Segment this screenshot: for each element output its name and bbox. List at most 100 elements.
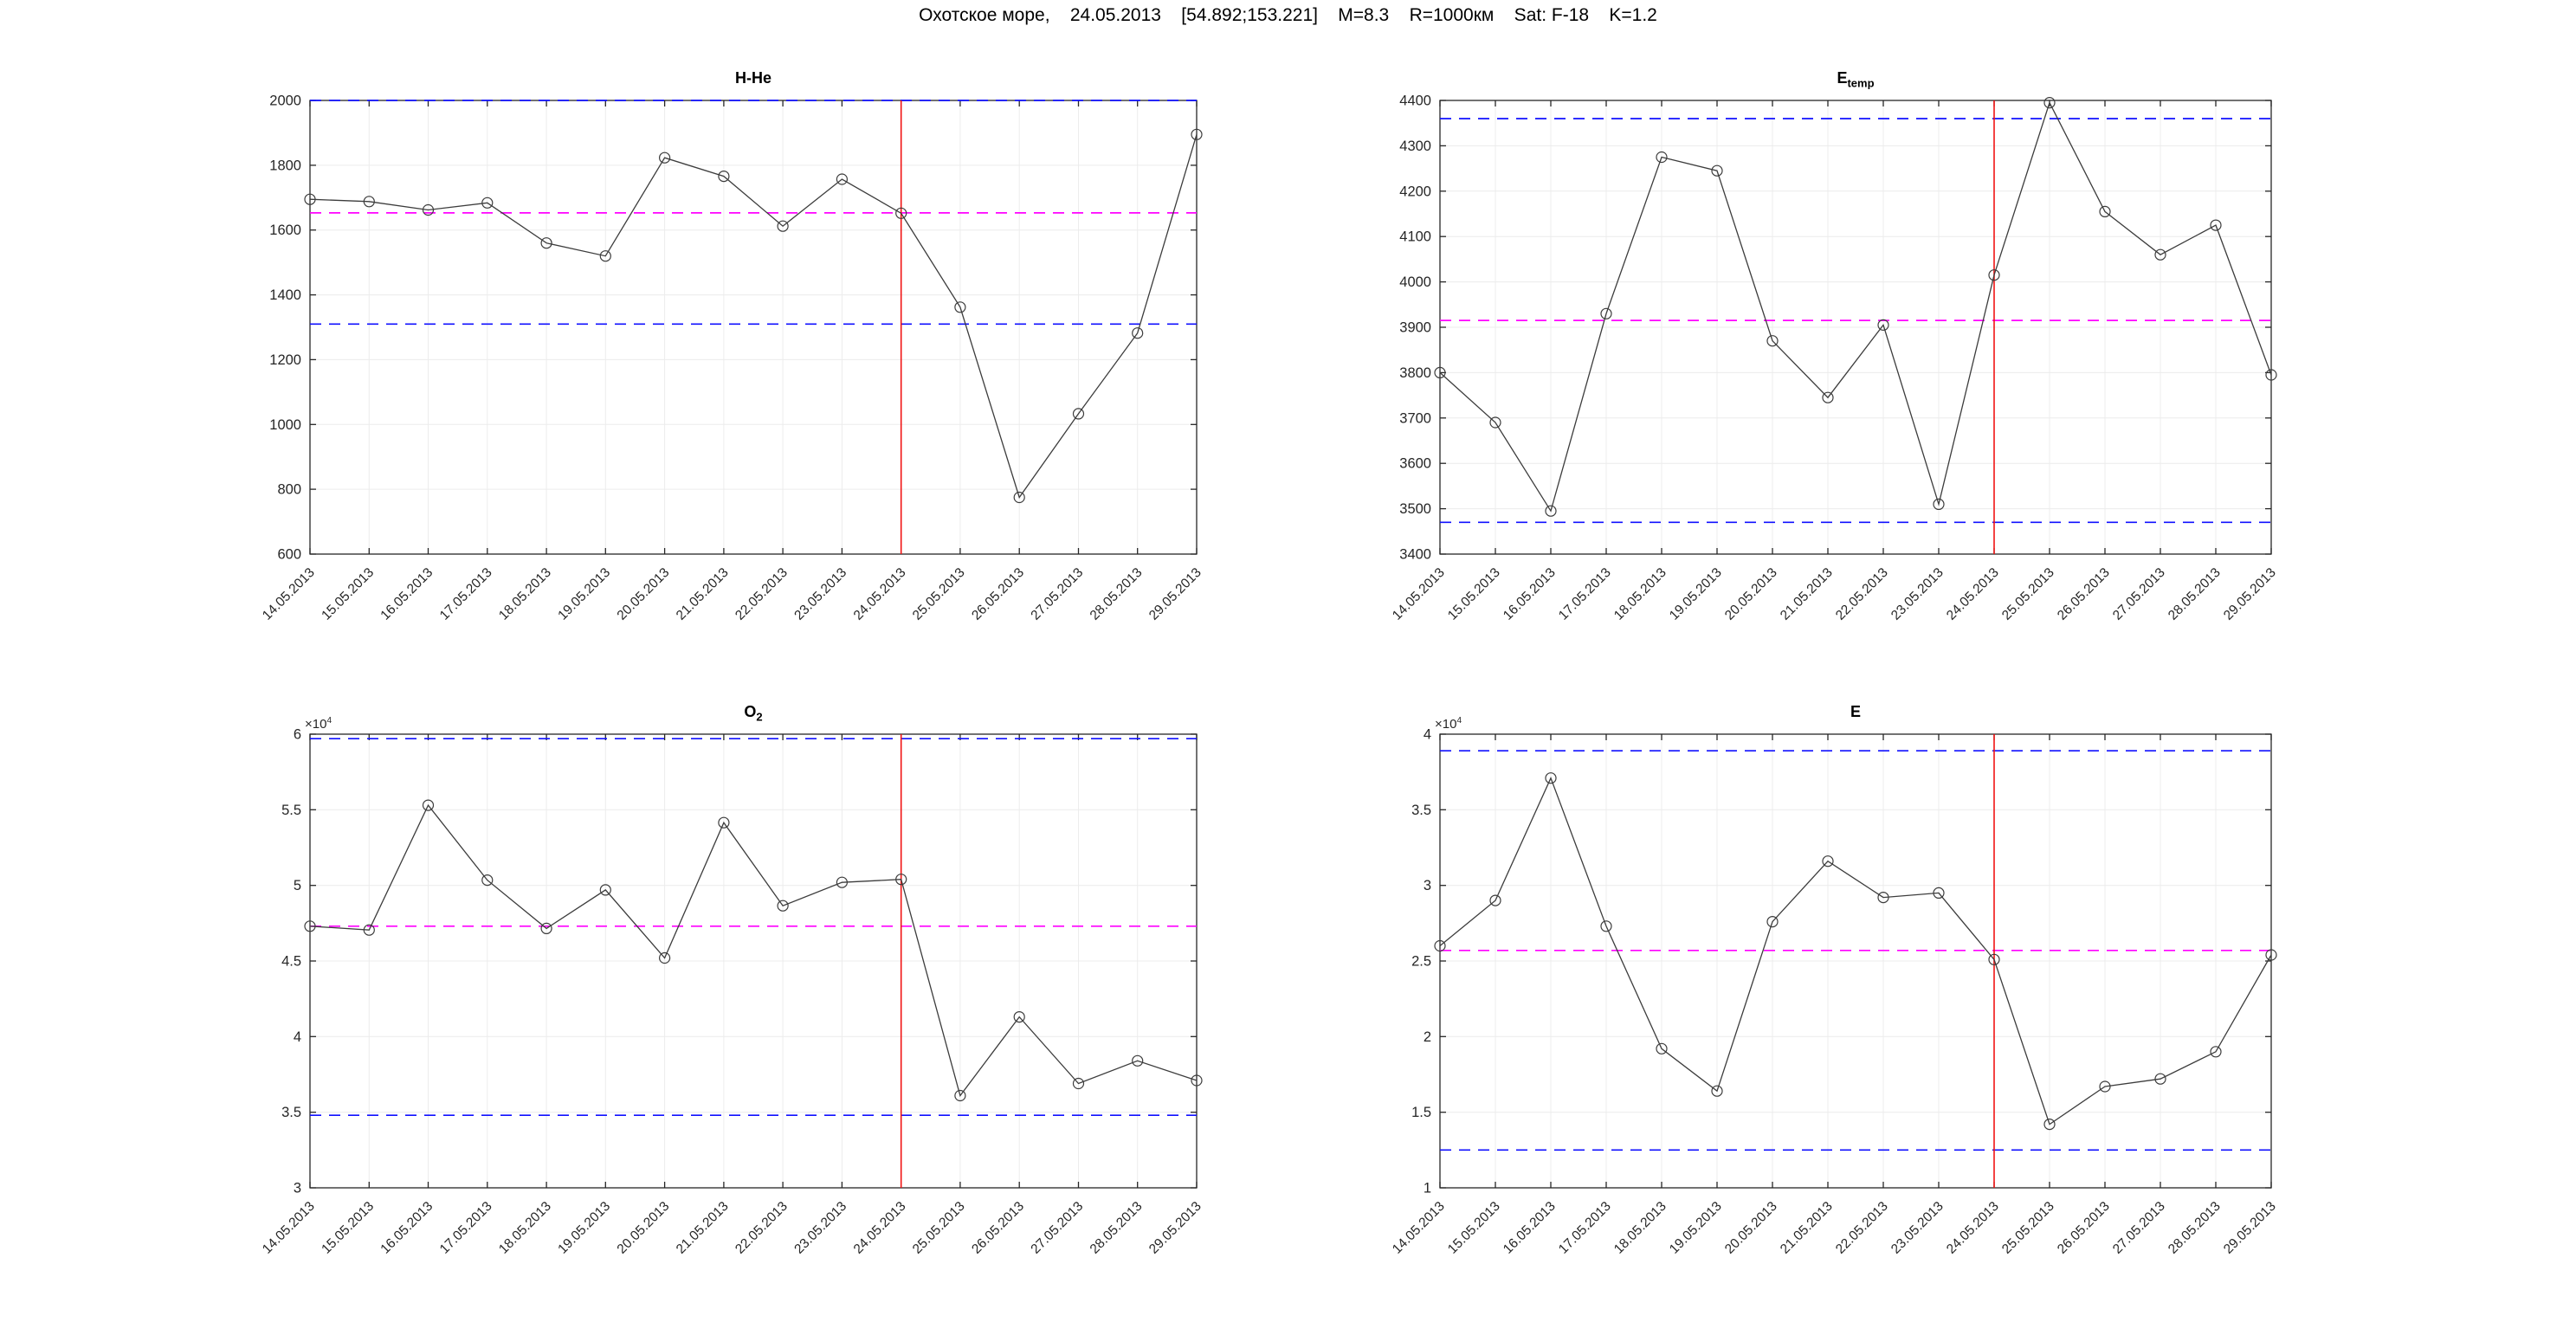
data-point-marker [1489, 416, 1501, 429]
subplot-h-he: H-He 600 800 1000 1200 1400 1600 1800 2000 14.05… [260, 69, 1204, 623]
svg-text:18.05.2013: 18.05.2013 [1611, 1199, 1669, 1257]
series-markers [304, 799, 1203, 1102]
svg-text:1: 1 [1424, 1181, 1431, 1196]
svg-text:24.05.2013: 24.05.2013 [1944, 1199, 2002, 1257]
svg-text:1000: 1000 [269, 417, 301, 433]
svg-text:3500: 3500 [1399, 501, 1431, 517]
chart-title-text: O [744, 703, 757, 721]
data-point-marker [718, 170, 730, 183]
svg-text:16.05.2013: 16.05.2013 [1501, 565, 1559, 623]
plot-area-e: 1 1.5 2 2.5 3 3.5 4 14.05.201315.05.201316.05.2… [1390, 727, 2279, 1257]
data-point-marker [1013, 1011, 1025, 1023]
svg-text:28.05.2013: 28.05.2013 [1088, 1199, 1146, 1257]
data-point-marker [481, 874, 494, 887]
axis-ticks [1439, 100, 2272, 555]
svg-text:21.05.2013: 21.05.2013 [1778, 1199, 1836, 1257]
data-point-marker [2265, 949, 2277, 961]
grid-lines [1439, 100, 2272, 555]
data-point-marker [718, 816, 730, 829]
data-point-marker [777, 220, 789, 232]
svg-text:5: 5 [294, 878, 301, 893]
plot-area-e-temp: 3400 3500 3600 3700 3800 3900 4000 4100 4200 4300… [1390, 94, 2279, 623]
svg-text:14.05.2013: 14.05.2013 [1390, 565, 1448, 623]
data-point-marker [1072, 408, 1085, 420]
plot-area-h-he: 600 800 1000 1200 1400 1600 1800 2000 14.05.2013… [260, 94, 1204, 623]
svg-text:600: 600 [277, 547, 301, 563]
chart-title: E [1440, 703, 2271, 724]
data-point-marker [1822, 855, 1834, 867]
svg-text:4300: 4300 [1399, 139, 1431, 154]
svg-text:1.5: 1.5 [1411, 1105, 1431, 1120]
svg-text:3600: 3600 [1399, 456, 1431, 472]
data-point-marker [1877, 892, 1889, 904]
svg-text:16.05.2013: 16.05.2013 [378, 565, 436, 623]
svg-text:3: 3 [294, 1181, 301, 1196]
x-tick-labels: 14.05.201315.05.201316.05.201317.05.2013… [1390, 1199, 2279, 1257]
svg-text:20.05.2013: 20.05.2013 [1722, 565, 1780, 623]
svg-text:20.05.2013: 20.05.2013 [615, 1199, 673, 1257]
svg-text:26.05.2013: 26.05.2013 [2055, 1199, 2113, 1257]
data-point-marker [1132, 327, 1144, 339]
y-tick-labels: 1 1.5 2 2.5 3 3.5 4 [1411, 727, 1431, 1196]
data-point-marker [1766, 916, 1779, 928]
subplot-o2: O2 ×104 3 3.5 4 4.5 5 5.5 6 14.05.2013 15.05.201… [260, 703, 1204, 1256]
axis-ticks [1439, 733, 2272, 1189]
svg-text:28.05.2013: 28.05.2013 [1088, 565, 1146, 623]
svg-text:18.05.2013: 18.05.2013 [496, 1199, 554, 1257]
svg-text:800: 800 [277, 482, 301, 498]
svg-text:4000: 4000 [1399, 274, 1431, 290]
svg-text:17.05.2013: 17.05.2013 [437, 1199, 495, 1257]
svg-text:4: 4 [294, 1029, 301, 1045]
data-point-marker [2265, 369, 2277, 381]
data-point-marker [1877, 319, 1889, 331]
data-point-marker [1656, 151, 1668, 164]
data-point-marker [2154, 1073, 2166, 1085]
data-point-marker [1933, 887, 1945, 899]
grid-lines [1439, 733, 2272, 1189]
chart-title: H-He [310, 69, 1197, 90]
threshold-lines [1440, 118, 2271, 524]
chart-title: Etemp [1440, 69, 2271, 90]
data-point-marker [599, 884, 611, 896]
x-tick-labels: 14.05.201315.05.201316.05.201317.05.2013… [1390, 565, 2279, 623]
svg-text:16.05.2013: 16.05.2013 [1501, 1199, 1559, 1257]
svg-text:20.05.2013: 20.05.2013 [615, 565, 673, 623]
svg-text:21.05.2013: 21.05.2013 [674, 565, 732, 623]
chart-title-text: H-He [734, 69, 772, 87]
y-axis-exponent-label: ×104 [1435, 716, 1462, 732]
data-point-marker [363, 924, 375, 936]
svg-text:3800: 3800 [1399, 365, 1431, 381]
data-point-marker [540, 922, 552, 934]
threshold-lines [310, 100, 1197, 326]
svg-text:3400: 3400 [1399, 547, 1431, 563]
figure-title: Охотское море, 24.05.2013 [54.892;153.22… [919, 5, 1657, 25]
svg-text:23.05.2013: 23.05.2013 [791, 1199, 849, 1257]
data-point-marker [363, 196, 375, 208]
data-point-marker [1191, 128, 1203, 140]
data-point-marker [1822, 391, 1834, 403]
data-point-marker [1191, 1074, 1203, 1087]
y-tick-labels: 3 3.5 4 4.5 5 5.5 6 [281, 727, 301, 1196]
svg-text:15.05.2013: 15.05.2013 [1445, 565, 1503, 623]
svg-text:16.05.2013: 16.05.2013 [378, 1199, 436, 1257]
data-point-marker [1434, 939, 1446, 952]
svg-text:20.05.2013: 20.05.2013 [1722, 1199, 1780, 1257]
data-point-marker [1988, 269, 2000, 281]
svg-text:21.05.2013: 21.05.2013 [1778, 565, 1836, 623]
data-point-marker [2210, 1046, 2222, 1058]
svg-text:27.05.2013: 27.05.2013 [1028, 1199, 1086, 1257]
svg-text:26.05.2013: 26.05.2013 [2055, 565, 2113, 623]
svg-text:1200: 1200 [269, 352, 301, 368]
svg-text:22.05.2013: 22.05.2013 [1833, 1199, 1891, 1257]
y-axis-exponent-label: ×104 [305, 716, 332, 732]
axes-box [309, 100, 1198, 555]
svg-text:22.05.2013: 22.05.2013 [1833, 565, 1891, 623]
chart-title-subscript: 2 [756, 711, 763, 724]
svg-text:28.05.2013: 28.05.2013 [2166, 565, 2224, 623]
svg-text:21.05.2013: 21.05.2013 [674, 1199, 732, 1257]
data-point-marker [2043, 96, 2056, 109]
svg-text:22.05.2013: 22.05.2013 [733, 565, 791, 623]
svg-text:15.05.2013: 15.05.2013 [319, 565, 377, 623]
